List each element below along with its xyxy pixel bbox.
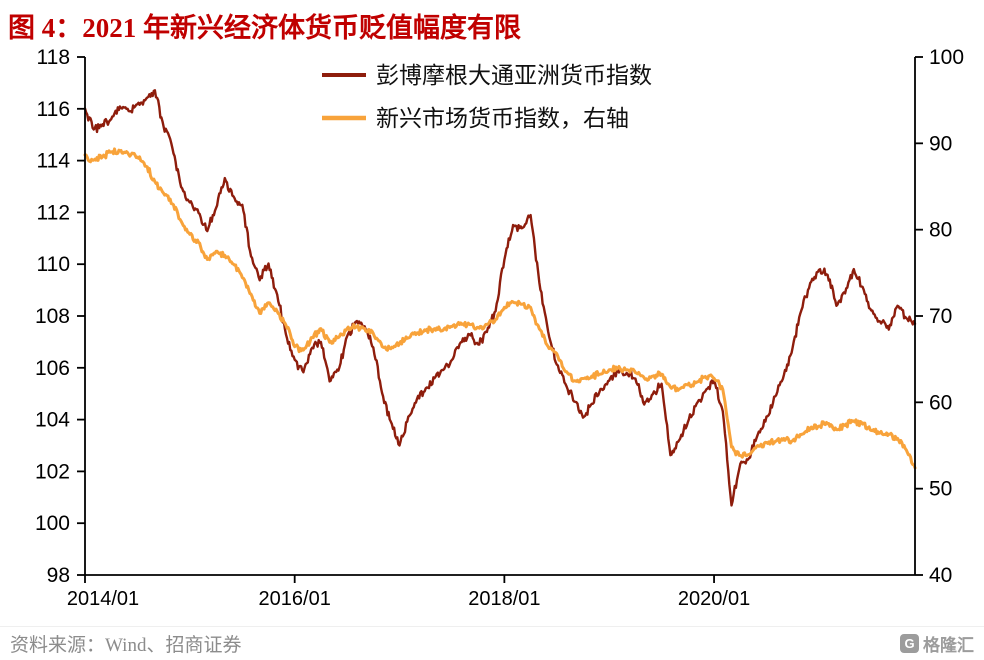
- x-axis-tick-label: 2018/01: [468, 588, 540, 610]
- right-axis-tick-label: 60: [929, 391, 952, 414]
- figure-footer: 资料来源：Wind、招商证券 G 格隆汇: [0, 626, 984, 660]
- em-currency-index-line: [83, 147, 917, 470]
- source-note: 资料来源：Wind、招商证券: [10, 635, 242, 656]
- legend-label-em: 新兴市场货币指数，右轴: [376, 106, 629, 131]
- right-axis-tick-label: 80: [929, 219, 952, 242]
- right-axis-tick-label: 70: [929, 305, 952, 328]
- left-axis-tick-label: 102: [35, 460, 70, 483]
- left-axis-tick-label: 110: [37, 253, 70, 276]
- gelonghui-logo-text: 格隆汇: [923, 636, 974, 655]
- right-axis-tick-label: 100: [929, 46, 964, 69]
- right-axis-tick-label: 40: [929, 564, 952, 587]
- left-axis-tick-label: 114: [37, 150, 71, 173]
- left-axis-tick-label: 112: [37, 201, 70, 224]
- legend-label-asia: 彭博摩根大通亚洲货币指数: [376, 63, 652, 88]
- asia-currency-index-line: [83, 89, 917, 507]
- gelonghui-logo-icon: G: [900, 634, 919, 653]
- gelonghui-logo: G 格隆汇: [900, 631, 974, 656]
- left-axis-tick-label: 100: [35, 512, 70, 535]
- left-axis-tick-label: 108: [35, 305, 70, 328]
- left-axis-tick-label: 98: [47, 564, 70, 587]
- left-axis-tick-label: 118: [37, 46, 70, 69]
- figure-title: 图 4：2021 年新兴经济体货币贬值幅度有限: [8, 13, 521, 43]
- x-axis-tick-label: 2020/01: [678, 588, 750, 610]
- right-axis-tick-label: 50: [929, 478, 952, 501]
- left-axis-tick-label: 116: [37, 98, 70, 121]
- left-axis-tick-label: 106: [35, 357, 70, 380]
- left-axis-tick-label: 104: [35, 409, 70, 432]
- x-axis-tick-label: 2014/01: [67, 588, 139, 610]
- x-axis-tick-label: 2016/01: [259, 588, 331, 610]
- right-axis-tick-label: 90: [929, 132, 952, 155]
